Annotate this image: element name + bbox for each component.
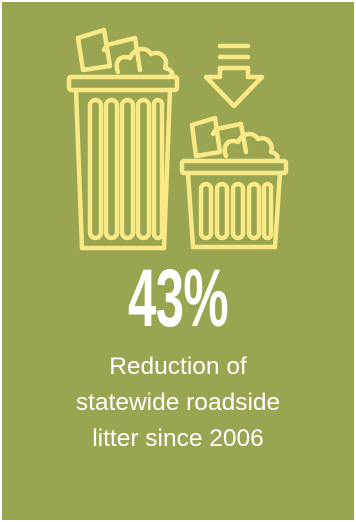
- small-trash-can-icon: [179, 115, 289, 250]
- caption-line-2: statewide roadside: [75, 389, 281, 416]
- stat-value: 43%: [128, 253, 229, 344]
- litter-reduction-illustration: [66, 27, 289, 251]
- large-trash-can-icon: [66, 27, 180, 251]
- stat-caption: Reduction of statewide roadside litter s…: [0, 349, 356, 457]
- caption-line-1: Reduction of: [109, 353, 247, 380]
- caption-line-3: litter since 2006: [92, 425, 264, 452]
- arrow-down-icon: [203, 43, 265, 109]
